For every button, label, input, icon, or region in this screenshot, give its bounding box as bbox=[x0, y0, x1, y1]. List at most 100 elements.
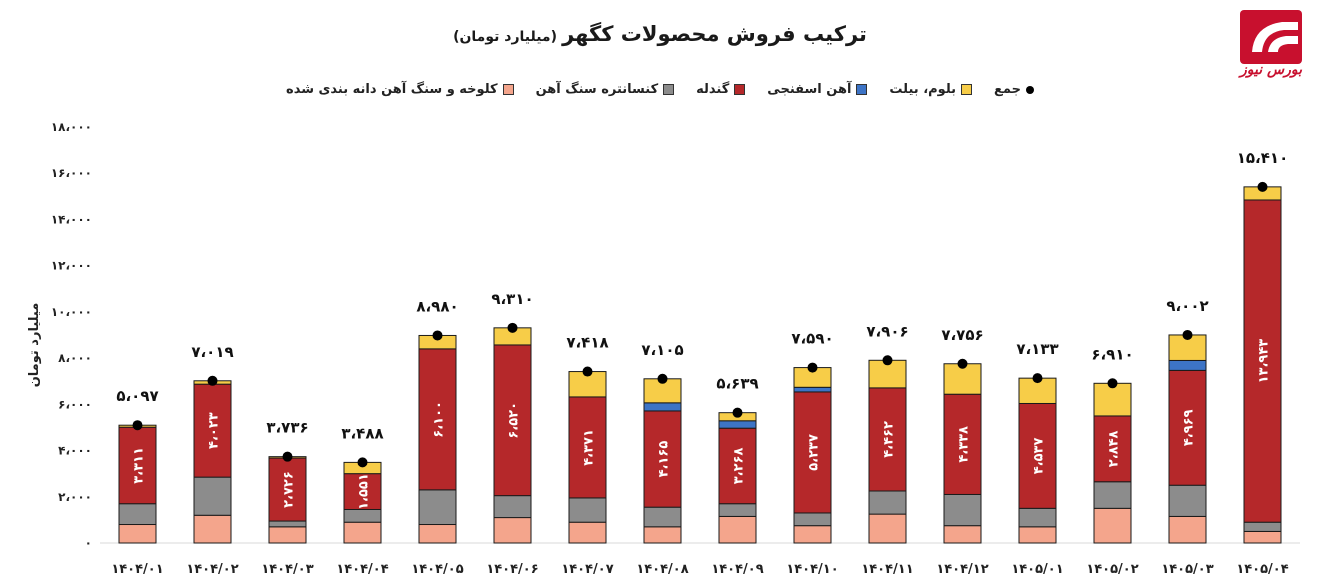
total-marker bbox=[732, 407, 743, 418]
bar-segment bbox=[418, 348, 457, 491]
pellet-value-label: ۵،۲۳۷ bbox=[807, 434, 822, 471]
bar-segment bbox=[118, 524, 157, 544]
total-value-label: ۷،۱۳۳ bbox=[1016, 340, 1058, 358]
chart-subtitle: (میلیارد تومان) bbox=[453, 29, 557, 45]
bar-segment bbox=[418, 524, 457, 544]
x-tick-label: ۱۴۰۴/۰۸ bbox=[636, 562, 688, 577]
bar-segment bbox=[1093, 507, 1132, 544]
legend-label: بلوم، بیلت bbox=[889, 82, 957, 97]
y-tick-label: ۴،۰۰۰ bbox=[58, 444, 92, 458]
x-tick-label: ۱۴۰۴/۱۰ bbox=[786, 562, 838, 577]
chart-title: ترکیب فروش محصولات کگهر (میلیارد تومان) bbox=[0, 22, 1320, 46]
x-tick-label: ۱۴۰۴/۰۹ bbox=[711, 562, 763, 577]
x-tick-label: ۱۴۰۴/۰۵ bbox=[411, 562, 463, 577]
total-marker bbox=[1257, 181, 1268, 192]
bar-segment bbox=[568, 521, 607, 544]
y-axis-label: میلیارد تومان bbox=[27, 303, 42, 388]
total-value-label: ۳،۴۸۸ bbox=[341, 424, 383, 442]
bar-segment bbox=[418, 489, 457, 526]
bar-segment bbox=[718, 420, 757, 429]
bar-segment bbox=[868, 490, 907, 515]
chart-title-text: ترکیب فروش محصولات کگهر bbox=[562, 22, 867, 46]
legend-swatch bbox=[856, 84, 868, 95]
bar-segment bbox=[268, 520, 307, 528]
x-tick-label: ۱۴۰۴/۰۱ bbox=[111, 562, 163, 577]
y-tick-label: ۱۰،۰۰۰ bbox=[51, 305, 92, 319]
bar-segment bbox=[718, 515, 757, 544]
legend-swatch bbox=[502, 84, 514, 95]
total-value-label: ۵،۶۳۹ bbox=[716, 375, 758, 393]
y-tick-label: ۱۴،۰۰۰ bbox=[51, 212, 92, 226]
bar-segment bbox=[493, 495, 532, 519]
x-tick-label: ۱۴۰۵/۰۴ bbox=[1236, 562, 1288, 577]
x-tick-label: ۱۴۰۴/۱۱ bbox=[861, 562, 913, 577]
total-marker bbox=[282, 451, 293, 462]
total-value-label: ۷،۷۵۶ bbox=[941, 326, 983, 344]
total-marker bbox=[882, 355, 893, 366]
total-value-label: ۷،۴۱۸ bbox=[566, 334, 608, 352]
x-tick-label: ۱۴۰۴/۰۷ bbox=[561, 562, 613, 577]
bar-segment bbox=[1018, 402, 1057, 509]
total-value-label: ۹،۰۰۲ bbox=[1166, 297, 1208, 315]
total-marker bbox=[807, 362, 818, 373]
bar-segment bbox=[1093, 382, 1132, 417]
bar-segment bbox=[1018, 526, 1057, 544]
total-value-label: ۱۵،۴۱۰ bbox=[1237, 149, 1288, 167]
legend-swatch bbox=[961, 84, 973, 95]
bar-segment bbox=[718, 503, 757, 517]
pellet-value-label: ۴،۳۳۸ bbox=[957, 426, 972, 463]
total-marker bbox=[432, 330, 443, 341]
legend-item: گندله bbox=[696, 82, 746, 97]
pellet-value-label: ۴،۱۶۵ bbox=[657, 441, 672, 478]
legend-label: کلوخه و سنگ آهن دانه بندی شده bbox=[286, 82, 498, 97]
bar-segment bbox=[943, 393, 982, 495]
bar-segment bbox=[493, 517, 532, 544]
legend-label: کنسانتره سنگ آهن bbox=[535, 82, 659, 97]
bar-segment bbox=[943, 363, 982, 395]
bar-segment bbox=[1243, 530, 1282, 544]
total-value-label: ۳،۷۳۶ bbox=[266, 419, 308, 437]
legend-swatch bbox=[663, 84, 675, 95]
bar-segment bbox=[343, 521, 382, 544]
x-tick-label: ۱۴۰۵/۰۳ bbox=[1161, 562, 1213, 577]
bar-segment bbox=[643, 506, 682, 528]
pellet-value-label: ۳،۳۱۱ bbox=[132, 447, 147, 484]
y-tick-label: ۶،۰۰۰ bbox=[58, 397, 92, 411]
total-marker bbox=[1032, 373, 1043, 384]
x-tick-label: ۱۴۰۴/۰۴ bbox=[336, 562, 388, 577]
logo-text: بورس نیوز bbox=[1240, 62, 1302, 78]
x-tick-label: ۱۴۰۴/۰۲ bbox=[186, 562, 238, 577]
y-tick-label: ۱۲،۰۰۰ bbox=[51, 259, 92, 273]
bar-segment bbox=[643, 526, 682, 544]
bar-segment bbox=[193, 383, 232, 478]
bar-segment bbox=[793, 391, 832, 514]
y-tick-label: ۰ bbox=[85, 536, 92, 550]
total-marker bbox=[582, 366, 593, 377]
bar-segment bbox=[268, 526, 307, 544]
legend-label: آهن اسفنجی bbox=[767, 82, 852, 97]
pellet-value-label: ۴،۰۲۳ bbox=[207, 412, 222, 449]
logo-mark-icon bbox=[1240, 10, 1302, 64]
total-marker bbox=[132, 420, 143, 431]
bar-segment bbox=[1168, 359, 1207, 371]
x-tick-label: ۱۴۰۴/۰۶ bbox=[486, 562, 538, 577]
total-marker bbox=[957, 358, 968, 369]
bar-segment bbox=[793, 512, 832, 527]
x-tick-label: ۱۴۰۵/۰۲ bbox=[1086, 562, 1138, 577]
total-value-label: ۵،۰۹۷ bbox=[116, 387, 158, 405]
legend: جمع بلوم، بیلت آهن اسفنجی گندله کنسانتره سنگ… bbox=[0, 82, 1320, 97]
bar-segment bbox=[118, 503, 157, 526]
bar-segment bbox=[1243, 521, 1282, 532]
bar-segment bbox=[1168, 515, 1207, 544]
pellet-value-label: ۱۳،۹۴۳ bbox=[1257, 339, 1272, 384]
bar-segment bbox=[343, 473, 382, 510]
pellet-value-label: ۱،۵۵۱ bbox=[357, 473, 372, 510]
total-value-label: ۷،۵۹۰ bbox=[791, 330, 833, 348]
bar-segment bbox=[343, 508, 382, 523]
bar-segment bbox=[1243, 199, 1282, 523]
bar-segment bbox=[193, 514, 232, 544]
y-tick-label: ۱۶،۰۰۰ bbox=[51, 166, 92, 180]
bar-segment bbox=[568, 497, 607, 523]
bar-segment bbox=[193, 476, 232, 516]
pellet-value-label: ۲،۸۴۸ bbox=[1107, 430, 1122, 467]
